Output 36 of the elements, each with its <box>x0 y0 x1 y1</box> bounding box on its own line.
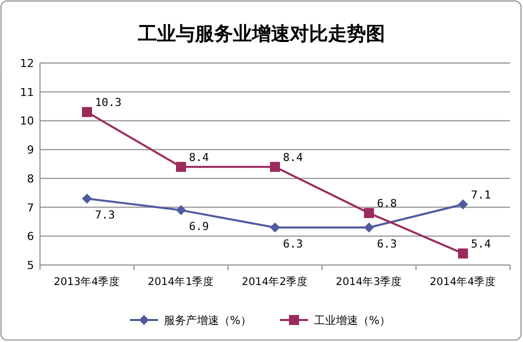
y-tick-label: 9 <box>27 144 34 157</box>
point <box>176 205 186 216</box>
y-tick-label: 10 <box>20 114 34 128</box>
data-label: 5.4 <box>471 237 492 250</box>
x-tick-label: 2014年1季度 <box>148 275 214 288</box>
y-tick-label: 12 <box>20 57 34 70</box>
point <box>364 208 374 218</box>
data-label: 6.8 <box>377 197 397 210</box>
data-label: 8.4 <box>283 150 304 164</box>
point <box>458 199 468 210</box>
chart-title: 工业与服务业增速对比走势图 <box>137 23 385 45</box>
x-tick-label: 2014年2季度 <box>242 275 308 288</box>
y-tick-label: 6 <box>27 230 34 244</box>
legend-label: 工业增速（%） <box>314 314 390 327</box>
x-tick-label: 2014年4季度 <box>430 275 496 288</box>
data-label: 10.3 <box>95 96 122 110</box>
point <box>270 162 280 172</box>
data-label: 7.1 <box>471 188 491 202</box>
point <box>458 248 468 258</box>
y-tick-label: 11 <box>20 86 34 99</box>
y-tick-label: 8 <box>27 172 34 186</box>
data-label: 6.9 <box>189 220 209 234</box>
point <box>82 194 92 204</box>
y-tick-label: 5 <box>27 259 34 272</box>
legend-label: 服务产增速（%） <box>164 314 252 327</box>
x-tick-label: 2014年3季度 <box>336 275 402 288</box>
data-label: 6.3 <box>283 237 303 250</box>
data-label: 8.4 <box>189 150 210 164</box>
x-tick-label: 2013年4季度 <box>54 275 120 288</box>
data-label: 6.3 <box>377 237 397 250</box>
y-tick-label: 7 <box>27 201 34 214</box>
point <box>364 222 374 232</box>
point <box>176 162 186 172</box>
point <box>82 107 92 118</box>
data-label: 7.3 <box>95 208 115 222</box>
point <box>270 222 280 232</box>
